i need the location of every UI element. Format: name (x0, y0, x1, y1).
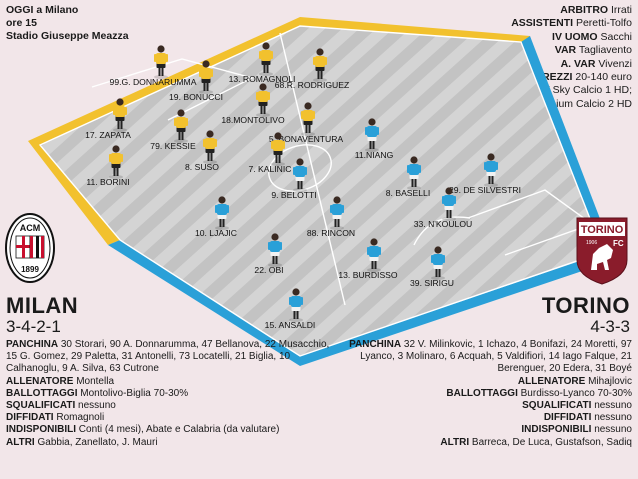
home-player-label: 17. ZAPATA (85, 130, 131, 140)
home-player-label: 79. KESSIE (150, 141, 196, 151)
home-player-5: 18.MONTOLIVO (221, 83, 285, 125)
pitch-field (40, 26, 603, 356)
torino-crest: TORINO 1906 FC (576, 217, 628, 285)
home-player-label: 8. SUSO (185, 162, 219, 172)
away-player-label: 9. BELOTTI (271, 190, 316, 200)
home-warned: DIFFIDATI Romagnoli (6, 412, 105, 424)
away-player-label: 88. RINCON (307, 228, 355, 238)
home-info: PANCHINA 30 Storari, 90 A. Donnarumma, 4… (6, 339, 336, 449)
home-player-6: 17. ZAPATA (85, 98, 131, 140)
match-time: ore 15 (6, 17, 37, 29)
officials-row: A. VAR Vivenzi (560, 57, 632, 70)
home-unavailable: INDISPONIBILI Conti (4 mesi), Abate e Ca… (6, 424, 280, 436)
home-player-label: 19. BONUCCI (169, 92, 223, 102)
away-coach: ALLENATORE Mihajlovic (517, 375, 632, 387)
home-player-8: 79. KESSIE (150, 109, 196, 151)
away-player-9: 13. BURDISSO (338, 238, 398, 280)
pitch-lines (38, 25, 604, 357)
home-doubts: BALLOTTAGGI Montolivo-Biglia 70-30% (6, 387, 189, 399)
officials-row: IV UOMO Sacchi (552, 30, 632, 43)
away-player-3: 8. BASELLI (386, 156, 430, 198)
away-border-right (521, 36, 612, 252)
away-border (108, 240, 612, 366)
crest-year: 1899 (21, 265, 39, 274)
away-player-label: 22. OBI (254, 265, 283, 275)
officials-row: ARBITRO Irrati (560, 4, 632, 16)
away-suspended: SQUALIFICATI nessuno (522, 400, 632, 412)
officials-row: ASSISTENTI Peretti-Tolfo (511, 17, 632, 30)
home-player-label: 99.G. DONNARUMMA (110, 77, 197, 87)
home-coach: ALLENATORE Montella (6, 375, 115, 387)
milan-crest: ACM 1899 (5, 213, 55, 283)
away-player-7: 33. N'KOULOU (414, 187, 472, 229)
away-player-label: 10. LJAJIC (195, 228, 237, 238)
away-player-label: 33. N'KOULOU (414, 219, 472, 229)
away-player-label: 29. DE SILVESTRI (449, 185, 521, 195)
away-bench: PANCHINA 32 V. Milinkovic, 1 Ichazo, 4 B… (349, 339, 632, 375)
away-team-name: TORINO (541, 293, 630, 318)
home-module: 3-4-2-1 (6, 317, 61, 336)
home-team-name: MILAN (6, 293, 79, 318)
away-player-5: 10. LJAJIC (195, 196, 237, 238)
away-warned: DIFFIDATI nessuno (543, 412, 632, 424)
away-others: ALTRI Barreca, De Luca, Gustafson, Sadiq (440, 436, 632, 448)
away-player-6: 88. RINCON (307, 196, 355, 238)
home-player-label: 5. BONAVENTURA (269, 134, 344, 144)
away-unavailable: INDISPONIBILI nessuno (521, 424, 632, 436)
home-player-label: 18.MONTOLIVO (221, 115, 285, 125)
away-player-11: 15. ANSALDI (265, 288, 316, 330)
home-player-label: 68.R. RODRIGUEZ (275, 80, 350, 90)
home-players: 99.G. DONNARUMMA 13. ROMAGNOLI 19. BONUCCI… (85, 42, 349, 187)
crest-year: 1906 (586, 240, 597, 246)
away-player-10: 39. SIRIGU (410, 246, 454, 288)
home-player-11: 11. BORINI (86, 145, 130, 187)
match-day: OGGI a Milano (6, 4, 79, 16)
match-info: OGGI a Milano ore 15 Stadio Giuseppe Mea… (6, 4, 129, 43)
home-others: ALTRI Gabbia, Zanellato, J. Mauri (6, 436, 158, 448)
crest-fc: FC (613, 239, 624, 248)
home-player-1: 99.G. DONNARUMMA (110, 45, 197, 87)
officials-row: VAR Tagliavento (554, 44, 632, 57)
away-player-4: 29. DE SILVESTRI (449, 153, 521, 195)
away-player-label: 13. BURDISSO (338, 270, 398, 280)
away-player-label: 8. BASELLI (386, 188, 430, 198)
away-player-label: 11.NIANG (355, 150, 394, 160)
away-info: PANCHINA 32 V. Milinkovic, 1 Ichazo, 4 B… (332, 339, 632, 449)
home-player-2: 13. ROMAGNOLI (229, 42, 296, 84)
home-player-label: 7. KALINIC (249, 164, 292, 174)
crest-text: ACM (20, 223, 41, 233)
away-module: 4-3-3 (590, 317, 630, 336)
home-player-label: 13. ROMAGNOLI (229, 74, 296, 84)
away-player-8: 22. OBI (254, 233, 284, 275)
home-player-10: 7. KALINIC (249, 132, 292, 174)
home-bench: PANCHINA 30 Storari, 90 A. Donnarumma, 4… (6, 339, 330, 375)
away-player-label: 39. SIRIGU (410, 278, 454, 288)
home-player-label: 11. BORINI (86, 177, 129, 187)
home-player-7: 5. BONAVENTURA (269, 102, 344, 144)
away-players: 11.NIANG 9. BELOTTI 8. BASELLI 29. DE SILVE… (195, 118, 521, 330)
crest-text: TORINO (581, 224, 624, 236)
away-player-1: 11.NIANG (355, 118, 394, 160)
bull-icon (591, 244, 613, 270)
home-player-3: 19. BONUCCI (169, 60, 223, 102)
away-player-2: 9. BELOTTI (271, 158, 317, 200)
match-stadium: Stadio Giuseppe Meazza (6, 30, 129, 42)
home-player-9: 8. SUSO (185, 130, 219, 172)
away-doubts: BALLOTTAGGI Burdisso-Lyanco 70-30% (446, 387, 632, 399)
away-player-label: 15. ANSALDI (265, 320, 316, 330)
home-player-4: 68.R. RODRIGUEZ (275, 48, 350, 90)
home-suspended: SQUALIFICATI nessuno (6, 400, 116, 412)
